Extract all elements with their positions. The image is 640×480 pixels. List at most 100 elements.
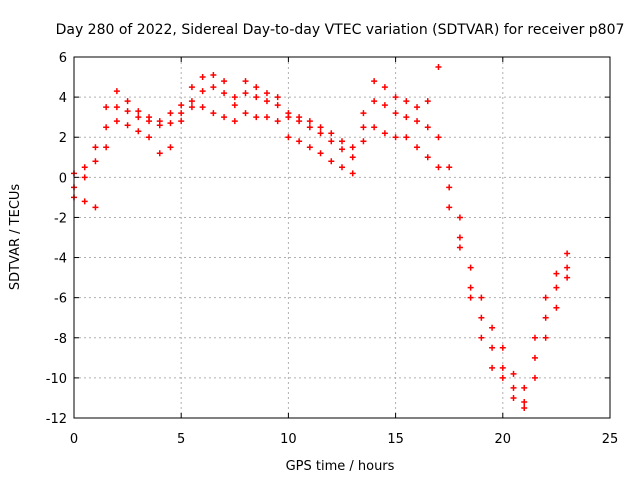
data-point xyxy=(371,98,378,105)
data-point xyxy=(199,74,206,81)
data-point xyxy=(81,198,88,205)
data-point xyxy=(446,164,453,171)
data-point xyxy=(531,354,538,361)
data-point xyxy=(478,294,485,301)
data-point xyxy=(531,334,538,341)
y-tick-label: -10 xyxy=(46,372,67,387)
data-point xyxy=(306,124,313,131)
data-point xyxy=(339,138,345,145)
data-point xyxy=(317,124,324,131)
data-point xyxy=(199,104,206,111)
data-point xyxy=(285,114,292,121)
data-point xyxy=(360,124,367,131)
data-point xyxy=(296,138,303,145)
data-point xyxy=(328,158,335,165)
plot-frame xyxy=(73,56,611,419)
data-point xyxy=(435,64,442,71)
data-point xyxy=(456,234,463,241)
data-point xyxy=(446,204,453,211)
data-point xyxy=(221,114,228,121)
data-point xyxy=(392,134,399,141)
data-point xyxy=(381,102,388,109)
data-point xyxy=(510,370,517,377)
data-point xyxy=(510,384,517,391)
data-point xyxy=(306,118,313,125)
series-band-lower xyxy=(71,104,571,411)
data-point xyxy=(467,284,474,291)
data-point xyxy=(553,270,560,277)
series-band-middle xyxy=(71,84,571,405)
data-point xyxy=(392,94,399,101)
data-point xyxy=(296,118,303,125)
y-tick-label: 6 xyxy=(59,51,67,66)
data-point xyxy=(456,214,463,221)
x-tick-label: 25 xyxy=(602,432,619,447)
data-point xyxy=(113,104,120,111)
data-point xyxy=(414,104,421,111)
data-point xyxy=(103,104,110,111)
data-point xyxy=(306,144,313,151)
data-point xyxy=(188,84,195,91)
data-point xyxy=(317,130,324,137)
data-point xyxy=(178,102,185,109)
data-point xyxy=(414,144,421,151)
data-point xyxy=(564,250,571,257)
data-point xyxy=(446,184,453,191)
y-tick-label: -12 xyxy=(46,412,67,427)
data-point xyxy=(328,130,335,137)
data-point xyxy=(392,110,399,117)
data-point xyxy=(349,144,356,151)
data-point xyxy=(92,158,99,165)
data-point xyxy=(371,78,378,85)
x-tick-label: 0 xyxy=(70,432,78,447)
data-point xyxy=(124,122,131,129)
data-point xyxy=(521,404,528,411)
data-point xyxy=(499,344,506,351)
data-point xyxy=(167,144,174,151)
data-point xyxy=(274,102,281,109)
data-point xyxy=(167,120,174,127)
x-tick-label: 5 xyxy=(177,432,185,447)
data-point xyxy=(414,118,421,125)
data-point xyxy=(489,364,496,371)
data-point xyxy=(424,124,431,131)
data-point xyxy=(242,78,249,85)
data-point xyxy=(371,124,378,131)
data-point xyxy=(103,124,110,131)
data-point xyxy=(274,118,281,125)
data-point xyxy=(135,114,142,121)
data-point xyxy=(188,98,195,105)
y-tick-label: 2 xyxy=(59,131,67,146)
data-point xyxy=(231,94,238,101)
data-point xyxy=(328,138,335,145)
data-point xyxy=(188,104,195,111)
data-point xyxy=(135,128,142,135)
data-point xyxy=(263,114,270,121)
data-point xyxy=(360,110,367,117)
data-point xyxy=(317,150,324,157)
data-point xyxy=(403,114,410,121)
data-point xyxy=(103,144,110,151)
data-point xyxy=(478,314,485,321)
data-point xyxy=(424,98,431,105)
data-point xyxy=(156,122,163,129)
data-point xyxy=(542,334,549,341)
data-point xyxy=(81,164,88,171)
data-point xyxy=(467,264,474,271)
data-point xyxy=(521,384,528,391)
x-axis-label: GPS time / hours xyxy=(286,459,395,474)
x-tick-label: 15 xyxy=(387,432,404,447)
data-point xyxy=(124,98,131,105)
data-point xyxy=(339,164,345,171)
data-point xyxy=(210,72,217,79)
data-point xyxy=(253,94,260,101)
data-point xyxy=(146,134,153,141)
data-points xyxy=(71,64,571,411)
y-tick-label: -2 xyxy=(54,211,67,226)
data-point xyxy=(499,374,506,381)
x-tick-label: 20 xyxy=(495,432,512,447)
data-point xyxy=(456,244,463,251)
data-point xyxy=(242,110,249,117)
data-point xyxy=(403,134,410,141)
data-point xyxy=(542,314,549,321)
